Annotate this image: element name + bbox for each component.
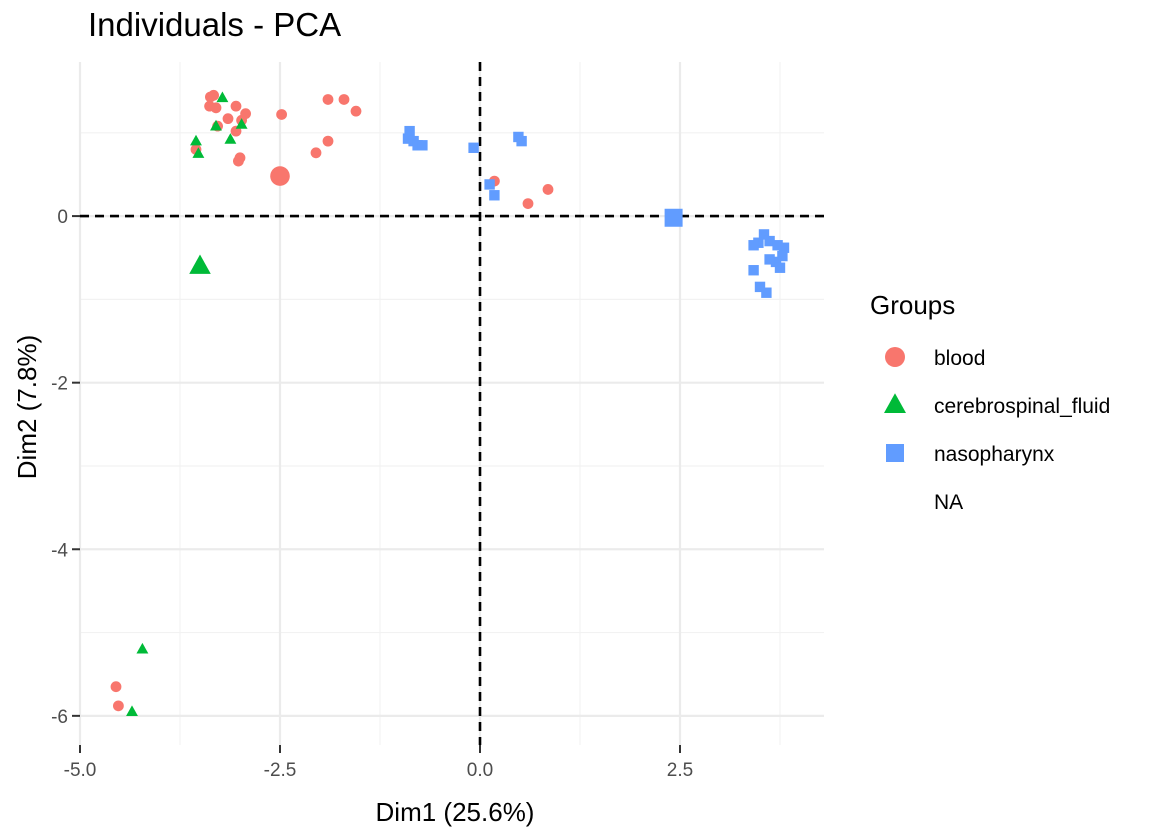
data-point-blood <box>542 184 554 195</box>
data-point-blood <box>350 105 362 117</box>
data-point-nasopharynx <box>489 190 500 201</box>
data-point-nasopharynx <box>758 229 770 240</box>
data-point-cerebrospinal_fluid <box>126 705 138 716</box>
data-point-nasopharynx <box>777 250 788 262</box>
data-point-nasopharynx <box>748 265 759 276</box>
data-point-blood <box>222 113 234 125</box>
y-tick-label: -2 <box>51 374 68 395</box>
data-point-blood <box>110 681 122 693</box>
data-point-nasopharynx <box>468 142 479 153</box>
data-point-cerebrospinal_fluid <box>192 147 205 158</box>
data-point-nasopharynx <box>484 179 495 190</box>
y-tick-label: -6 <box>51 707 68 728</box>
chart-title: Individuals - PCA <box>88 6 341 43</box>
data-point-blood <box>233 155 244 167</box>
data-point-cerebrospinal_fluid <box>136 642 149 654</box>
data-point-nasopharynx <box>764 254 775 265</box>
data-point-nasopharynx <box>417 140 428 151</box>
data-point-blood <box>310 147 322 159</box>
data-point-nasopharynx <box>770 256 782 268</box>
data-point-nasopharynx <box>772 240 783 251</box>
centroid-blood <box>270 166 290 186</box>
data-point-blood <box>522 198 534 209</box>
data-point-cerebrospinal_fluid <box>224 133 237 144</box>
y-tick-label: 0 <box>57 207 68 228</box>
legend-key-cerebrospinal_fluid <box>884 393 906 413</box>
data-point-nasopharynx <box>516 135 527 147</box>
data-point-blood <box>322 135 334 147</box>
data-point-nasopharynx <box>761 287 772 298</box>
legend-label: nasopharynx <box>934 443 1055 466</box>
legend: Groups blood cerebrospinal_fluid nasophary… <box>870 290 1110 514</box>
x-tick-label: 0.0 <box>467 760 493 781</box>
data-point-blood <box>338 94 350 105</box>
legend-title: Groups <box>870 290 955 320</box>
data-point-blood <box>322 94 334 105</box>
data-point-blood <box>276 109 287 120</box>
x-tick-label: -5.0 <box>64 760 97 781</box>
data-point-nasopharynx <box>404 125 415 137</box>
legend-label: cerebrospinal_fluid <box>934 395 1110 418</box>
series-cerebrospinal_fluid <box>126 91 248 716</box>
data-point-blood <box>230 100 242 112</box>
data-point-blood <box>205 91 216 103</box>
y-axis-title: Dim2 (7.8%) <box>12 335 42 479</box>
data-point-blood <box>113 700 124 712</box>
reference-lines <box>80 62 824 745</box>
x-axis-title: Dim1 (25.6%) <box>376 797 535 827</box>
data-point-nasopharynx <box>778 242 790 253</box>
data-point-cerebrospinal_fluid <box>190 134 202 146</box>
x-tick-label: -2.5 <box>264 760 297 781</box>
legend-key-blood <box>885 347 905 367</box>
axes: -5.0 -2.5 0.0 2.5 -6 -4 -2 0 <box>51 207 693 781</box>
data-point-nasopharynx <box>748 240 759 251</box>
points <box>110 89 790 716</box>
data-point-cerebrospinal_fluid <box>210 119 222 131</box>
centroid-cerebrospinal_fluid <box>189 254 211 274</box>
data-point-nasopharynx <box>764 235 775 247</box>
y-tick-label: -4 <box>51 540 68 561</box>
data-point-nasopharynx <box>754 281 766 293</box>
data-point-nasopharynx <box>402 133 414 144</box>
legend-key-nasopharynx <box>886 444 904 462</box>
centroid-nasopharynx <box>664 208 683 227</box>
data-point-nasopharynx <box>774 262 786 273</box>
data-point-cerebrospinal_fluid <box>235 118 248 129</box>
data-point-blood <box>204 100 216 112</box>
grid <box>78 62 824 745</box>
x-tick-label: 2.5 <box>667 760 693 781</box>
data-point-cerebrospinal_fluid <box>216 91 229 103</box>
legend-label: NA <box>934 491 963 514</box>
legend-label: blood <box>934 347 985 370</box>
series-nasopharynx <box>402 125 790 298</box>
